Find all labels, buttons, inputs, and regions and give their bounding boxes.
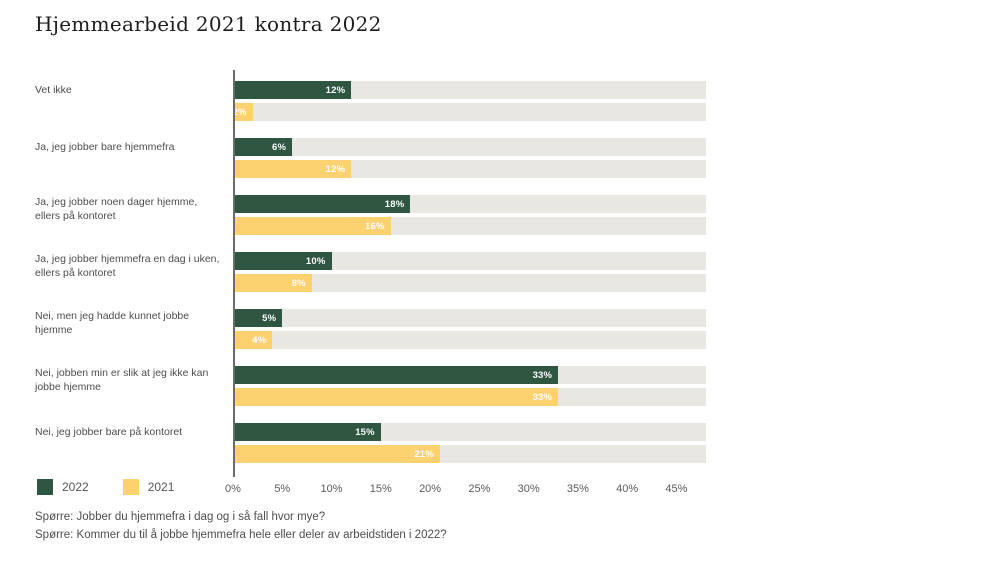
x-axis-ticks: 0% 5% 10% 15% 20% 25% 30% 35% 40% 45% xyxy=(225,483,706,499)
legend-swatch-2021 xyxy=(122,479,139,495)
bar-value-label: 8% xyxy=(291,277,306,289)
bar-value-label: 15% xyxy=(355,426,375,438)
bar-track: 21% xyxy=(233,445,706,463)
bar-track: 8% xyxy=(233,274,706,292)
bar-chart: Vet ikke 12% 2% Ja, jeg jobber bare hjemmef… xyxy=(35,70,706,495)
bar-2022: 15% xyxy=(233,423,381,441)
legend-label-2021: 2021 xyxy=(147,480,175,494)
bar-value-label: 33% xyxy=(532,391,553,403)
bar-2022: 5% xyxy=(233,309,283,327)
chart-group: Ja, jeg jobber hjemmefra en dag i uken, … xyxy=(35,252,706,292)
bar-track: 15% xyxy=(233,423,706,441)
category-label: Nei, jobben min er slik at jeg ikke kan … xyxy=(35,367,209,393)
x-tick-label: 30% xyxy=(517,483,540,495)
x-tick-label: 0% xyxy=(225,483,241,495)
bar-track: 10% xyxy=(233,252,706,270)
bar-track: 16% xyxy=(233,217,706,235)
x-tick-label: 45% xyxy=(665,483,688,495)
bar-value-label: 16% xyxy=(365,220,385,232)
bar-track: 5% xyxy=(233,309,706,327)
bar-value-label: 12% xyxy=(325,84,346,96)
category-label: Ja, jeg jobber bare hjemmefra xyxy=(35,141,175,153)
bar-2022: 33% xyxy=(233,366,559,384)
bar-pair: 10% 8% xyxy=(233,252,706,292)
bar-2021: 8% xyxy=(233,274,312,292)
bar-value-label: 10% xyxy=(305,255,326,267)
legend-swatch-2022 xyxy=(37,479,53,495)
category-label: Vet ikke xyxy=(35,84,72,96)
bar-value-label: 18% xyxy=(384,198,405,210)
x-tick-label: 35% xyxy=(566,483,589,495)
chart-groups: Vet ikke 12% 2% Ja, jeg jobber bare hjemmef… xyxy=(35,81,706,463)
chart-group: Ja, jeg jobber noen dager hjemme, ellers… xyxy=(35,195,706,235)
category-label: Nei, jeg jobber bare på kontoret xyxy=(35,426,183,438)
bar-2022: 12% xyxy=(233,81,352,99)
bar-value-label: 5% xyxy=(262,312,277,324)
bar-pair: 6% 12% xyxy=(233,138,706,178)
category-label: Nei, men jeg hadde kunnet jobbe hjemme xyxy=(35,310,190,336)
bar-pair: 18% 16% xyxy=(233,195,706,235)
bar-2021: 16% xyxy=(233,217,391,235)
bar-value-label: 2% xyxy=(232,106,247,118)
legend-label-2022: 2022 xyxy=(62,480,89,494)
bar-track: 12% xyxy=(233,81,706,99)
bar-pair: 12% 2% xyxy=(233,81,706,121)
bar-2021: 2% xyxy=(233,103,253,121)
y-axis-line xyxy=(233,70,235,477)
chart-group: Nei, jeg jobber bare på kontoret 15% 21% xyxy=(35,423,706,463)
bar-value-label: 6% xyxy=(271,141,287,153)
legend-item-2021: 2021 xyxy=(122,479,175,495)
bar-2021: 21% xyxy=(233,445,440,463)
bar-track: 2% xyxy=(233,103,706,121)
bar-value-label: 4% xyxy=(252,334,267,346)
x-tick-label: 25% xyxy=(468,483,491,495)
chart-group: Nei, men jeg hadde kunnet jobbe hjemme 5%… xyxy=(35,309,706,349)
bar-2022: 10% xyxy=(233,252,332,270)
x-tick-label: 15% xyxy=(369,483,392,495)
x-tick-label: 10% xyxy=(320,483,343,495)
x-tick-label: 20% xyxy=(419,483,442,495)
chart-group: Nei, jobben min er slik at jeg ikke kan … xyxy=(35,366,706,406)
bar-pair: 15% 21% xyxy=(233,423,706,463)
chart-group: Vet ikke 12% 2% xyxy=(35,81,706,121)
category-label: Ja, jeg jobber hjemmefra en dag i uken, … xyxy=(35,253,220,279)
bar-value-label: 33% xyxy=(532,369,553,381)
chart-group: Ja, jeg jobber bare hjemmefra 6% 12% xyxy=(35,138,706,178)
bar-pair: 33% 33% xyxy=(233,366,706,406)
bar-track: 4% xyxy=(233,331,706,349)
footnote-question-2: Spørre: Kommer du til å jobbe hjemmefra … xyxy=(35,528,447,541)
footnote-question-1: Spørre: Jobber du hjemmefra i dag og i s… xyxy=(35,511,326,523)
bar-value-label: 21% xyxy=(414,448,434,460)
category-label: Ja, jeg jobber noen dager hjemme, ellers… xyxy=(35,196,198,222)
bar-2022: 18% xyxy=(233,195,411,213)
chart-title: Hjemmearbeid 2021 kontra 2022 xyxy=(35,12,382,36)
bar-track: 18% xyxy=(233,195,706,213)
bar-value-label: 12% xyxy=(325,163,346,175)
x-tick-label: 40% xyxy=(616,483,639,495)
x-tick-label: 5% xyxy=(274,483,291,495)
bar-track: 33% xyxy=(233,366,706,384)
bar-track: 33% xyxy=(233,388,706,406)
bar-2021: 4% xyxy=(233,331,273,349)
footnotes: Spørre: Jobber du hjemmefra i dag og i s… xyxy=(35,509,447,544)
bar-2022: 6% xyxy=(233,138,293,156)
legend: 2022 2021 xyxy=(37,479,174,495)
bar-track: 6% xyxy=(233,138,706,156)
bar-2021: 33% xyxy=(233,388,559,406)
bar-track: 12% xyxy=(233,160,706,178)
bar-2021: 12% xyxy=(233,160,352,178)
bar-pair: 5% 4% xyxy=(233,309,706,349)
legend-item-2022: 2022 xyxy=(37,479,89,495)
